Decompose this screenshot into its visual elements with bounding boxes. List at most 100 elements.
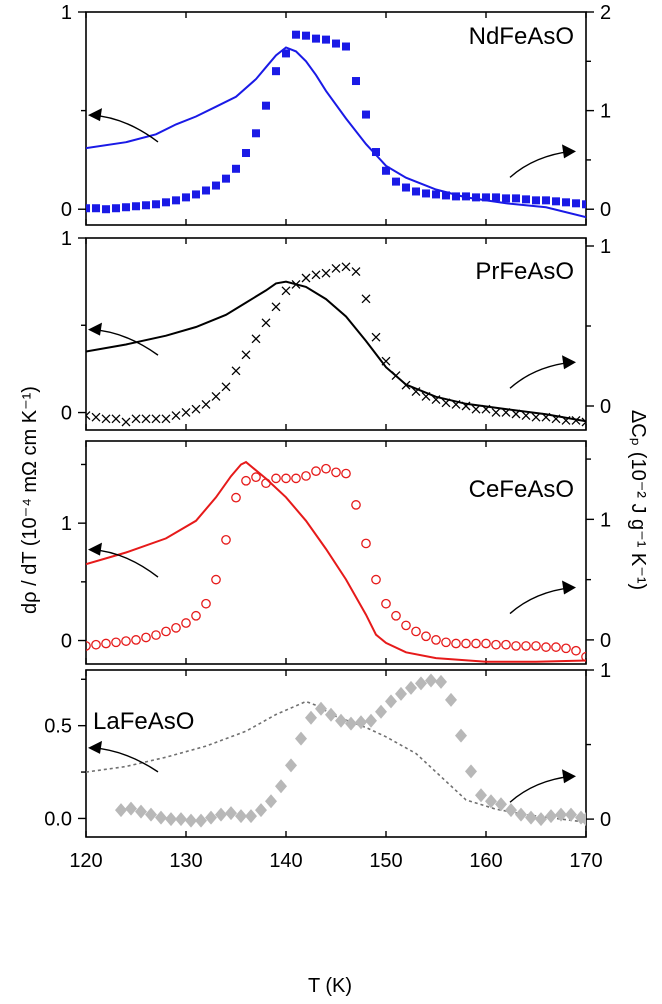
specific-heat-point-nd (192, 190, 200, 199)
specific-heat-point-la (405, 680, 417, 695)
specific-heat-point-pr (371, 332, 381, 342)
specific-heat-point-pr (411, 387, 421, 397)
specific-heat-point-ce (86, 641, 91, 651)
specific-heat-point-pr (271, 302, 281, 312)
left-axis-arrowhead-pr (88, 322, 102, 336)
left-axis-arrow-pr (91, 328, 159, 356)
specific-heat-point-ce (491, 639, 501, 650)
specific-heat-point-pr (111, 414, 121, 424)
specific-heat-point-ce (561, 643, 571, 654)
specific-heat-point-pr (131, 414, 141, 424)
specific-heat-point-nd (112, 204, 120, 213)
specific-heat-point-nd (582, 200, 586, 209)
specific-heat-point-ce (541, 642, 551, 652)
x-tick-label: 160 (469, 850, 502, 872)
specific-heat-point-pr (501, 407, 511, 417)
specific-heat-point-pr (291, 279, 301, 289)
specific-heat-point-ce (301, 471, 311, 481)
specific-heat-point-pr (86, 411, 91, 421)
specific-heat-point-la (135, 804, 147, 819)
specific-heat-point-nd (92, 204, 100, 213)
right-axis-arrow-la (509, 775, 573, 803)
left-y-tick-label-ce: 0 (61, 631, 72, 653)
right-axis-arrow-nd (509, 150, 573, 178)
specific-heat-point-la (525, 810, 537, 825)
specific-heat-point-ce (281, 473, 291, 484)
specific-heat-point-pr (511, 409, 521, 419)
specific-heat-point-la (335, 713, 347, 728)
specific-heat-point-ce (151, 630, 161, 640)
specific-heat-point-la (495, 797, 507, 812)
specific-heat-point-pr (121, 417, 131, 427)
specific-heat-point-ce (291, 473, 301, 484)
specific-heat-point-nd (462, 192, 470, 201)
panel-labels: NdFeAsO PrFeAsO CeFeAsO LaFeAsO (93, 23, 574, 735)
specific-heat-point-ce (521, 641, 531, 651)
specific-heat-point-ce (481, 638, 491, 649)
specific-heat-point-la (255, 803, 267, 818)
panel-label-pr: PrFeAsO (475, 258, 574, 285)
specific-heat-point-pr (581, 417, 586, 427)
specific-heat-point-pr (481, 404, 491, 414)
specific-heat-point-ce (211, 574, 221, 585)
right-y-tick-label-nd: 0 (600, 199, 611, 221)
right-y-tick-label-la: 0 (600, 809, 611, 831)
panel-frame-nd (85, 11, 587, 226)
panel-series-ce (86, 460, 586, 663)
specific-heat-point-nd (432, 190, 440, 199)
specific-heat-point-la (505, 803, 517, 818)
left-y-tick-label-pr: 1 (61, 228, 72, 250)
panel-label-la: LaFeAsO (93, 708, 194, 735)
right-y-tick-label-ce: 1 (600, 509, 611, 531)
specific-heat-point-nd (422, 189, 430, 198)
resistivity-line-pr (86, 280, 586, 423)
specific-heat-point-la (185, 813, 197, 828)
specific-heat-point-pr (261, 318, 271, 328)
specific-heat-point-la (515, 807, 527, 822)
specific-heat-point-ce (421, 631, 431, 642)
specific-heat-point-nd (162, 198, 170, 207)
specific-heat-point-pr (141, 414, 151, 424)
specific-heat-point-nd (382, 166, 390, 175)
specific-heat-point-ce (401, 620, 411, 631)
specific-heat-point-ce (161, 626, 171, 637)
resistivity-line-nd (86, 46, 586, 219)
left-y-axis-title: dρ / dT (10⁻⁴ mΩ cm K⁻¹) (19, 386, 41, 614)
specific-heat-point-nd (232, 164, 240, 173)
specific-heat-point-nd (562, 198, 570, 207)
specific-heat-point-pr (401, 380, 411, 390)
specific-heat-point-pr (331, 263, 341, 273)
right-y-tick-label-ce: 0 (600, 630, 611, 652)
specific-heat-point-nd (532, 196, 540, 205)
specific-heat-point-la (580, 812, 586, 827)
specific-heat-point-ce (391, 610, 401, 621)
specific-heat-point-ce (361, 538, 371, 549)
specific-heat-point-pr (281, 286, 291, 296)
specific-heat-point-nd (222, 174, 230, 183)
specific-heat-point-la (295, 731, 307, 746)
specific-heat-point-ce (141, 632, 151, 643)
specific-heat-point-nd (182, 193, 190, 202)
specific-heat-point-ce (511, 641, 521, 651)
left-y-tick-label-la: 0.0 (44, 808, 72, 830)
specific-heat-point-nd (552, 197, 560, 206)
right-y-tick-label-pr: 0 (600, 396, 611, 418)
panel-series-pr (86, 262, 586, 427)
specific-heat-point-la (275, 779, 287, 794)
panel-series-la (86, 673, 586, 828)
left-y-tick-label-ce: 1 (61, 513, 72, 535)
specific-heat-point-pr (181, 407, 191, 417)
right-y-axis-title: ΔCₚ (10⁻² J g⁻¹ K⁻¹) (627, 410, 649, 590)
specific-heat-point-pr (321, 268, 331, 278)
right-axis-arrowhead-nd (562, 144, 576, 159)
specific-heat-point-ce (271, 473, 281, 484)
specific-heat-point-nd (412, 187, 420, 196)
specific-heat-point-pr (211, 391, 221, 401)
specific-heat-point-pr (191, 404, 201, 414)
specific-heat-point-la (125, 801, 137, 816)
panel-frame-ce (85, 440, 587, 665)
specific-heat-point-pr (571, 415, 581, 425)
x-tick-label: 120 (69, 850, 102, 872)
specific-heat-point-nd (572, 199, 580, 208)
